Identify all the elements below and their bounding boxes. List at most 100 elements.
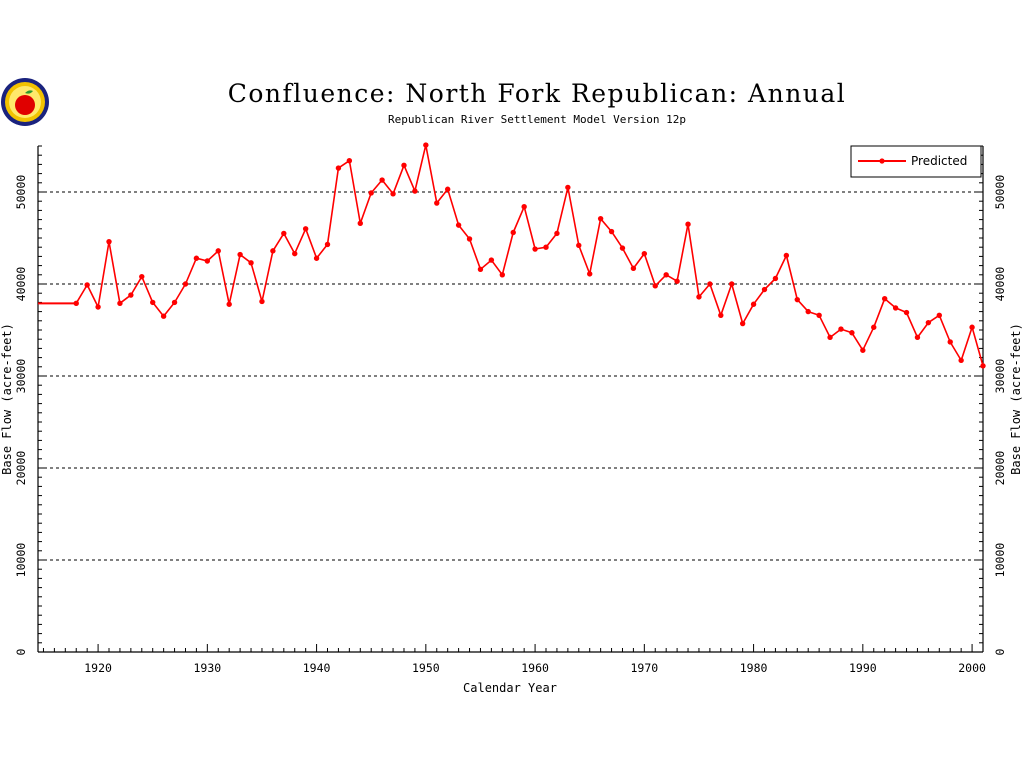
- data-point: [849, 330, 855, 336]
- data-point: [84, 282, 90, 288]
- data-point: [73, 300, 79, 307]
- x-tick-label: 1920: [84, 661, 112, 675]
- data-point: [106, 238, 112, 245]
- data-point: [696, 294, 702, 300]
- data-point: [226, 301, 232, 307]
- data-point: [729, 281, 735, 287]
- y-tick-label: 50000: [993, 175, 1007, 210]
- data-point: [182, 281, 189, 287]
- y-tick-labels-right: 0 10000 20000 30000 40000 50000: [993, 175, 1007, 656]
- data-point: [521, 204, 527, 210]
- data-point: [423, 142, 429, 148]
- data-point: [390, 191, 396, 197]
- data-point: [674, 278, 680, 284]
- data-point: [160, 313, 167, 319]
- data-point: [128, 292, 134, 298]
- minor-ticks: [38, 145, 984, 653]
- data-point: [248, 260, 254, 266]
- data-point: [761, 286, 768, 293]
- data-point: [499, 272, 506, 278]
- data-point: [357, 220, 363, 226]
- x-tick-label: 1940: [303, 661, 331, 675]
- data-point: [368, 190, 374, 196]
- data-point: [543, 244, 549, 250]
- data-point: [193, 255, 200, 261]
- data-point: [597, 215, 604, 222]
- data-point: [466, 236, 473, 242]
- y-tick-label: 20000: [14, 451, 28, 486]
- data-point: [816, 312, 822, 318]
- data-point: [980, 363, 986, 369]
- data-point: [444, 186, 451, 192]
- y-tick-label: 10000: [14, 543, 28, 578]
- data-point: [914, 334, 921, 341]
- apple-logo-icon: [1, 78, 49, 126]
- data-point: [281, 230, 287, 237]
- data-point: [215, 248, 221, 254]
- y-tick-label: 50000: [14, 175, 28, 210]
- data-point: [630, 265, 637, 272]
- legend-box: [850, 145, 982, 178]
- data-point: [139, 273, 145, 280]
- x-tick-label: 1980: [740, 661, 768, 675]
- data-point: [565, 184, 571, 191]
- data-point: [510, 229, 516, 236]
- data-point: [587, 271, 593, 277]
- data-point: [707, 281, 713, 287]
- y-axis-label-left: Base Flow (acre-feet): [0, 323, 14, 475]
- data-point: [313, 255, 320, 261]
- data-point: [772, 275, 779, 282]
- data-point: [346, 158, 353, 164]
- data-point: [554, 230, 560, 237]
- x-tick-label: 1960: [521, 661, 549, 675]
- data-point: [576, 242, 582, 249]
- data-point: [739, 320, 746, 327]
- data-point: [958, 357, 964, 364]
- y-tick-label: 0: [993, 648, 1007, 655]
- y-tick-label: 10000: [993, 543, 1007, 578]
- data-point: [455, 222, 462, 228]
- x-tick-labels: 1920 1930 1940 1950 1960 1970 1980 1990 2000: [84, 661, 986, 675]
- data-point: [302, 226, 309, 232]
- y-tick-label: 20000: [993, 451, 1007, 486]
- legend-label-predicted: Predicted: [911, 154, 967, 168]
- x-tick-label: 1930: [193, 661, 221, 675]
- data-point: [783, 252, 790, 259]
- data-point: [718, 312, 724, 318]
- y-tick-label: 30000: [14, 359, 28, 394]
- x-tick-label: 1950: [412, 661, 440, 675]
- data-point: [434, 200, 440, 206]
- data-point: [324, 241, 331, 248]
- data-point: [259, 298, 265, 305]
- legend: Predicted: [850, 145, 982, 178]
- data-point: [838, 326, 844, 332]
- data-point: [237, 251, 243, 258]
- data-point: [750, 301, 757, 307]
- data-point: [903, 309, 910, 316]
- data-point: [292, 250, 298, 257]
- data-point: [969, 324, 975, 330]
- data-point: [204, 258, 211, 264]
- data-point: [608, 228, 615, 235]
- grid-lines: [38, 191, 983, 561]
- chart-subtitle: Republican River Settlement Model Versio…: [388, 113, 686, 126]
- y-axis-label-right: Base Flow (acre-feet): [1009, 323, 1023, 475]
- plot-frame: [37, 146, 984, 653]
- x-tick-label: 2000: [958, 661, 986, 675]
- data-point: [794, 296, 800, 303]
- data-point: [685, 221, 691, 227]
- data-point: [871, 324, 877, 330]
- data-point: [488, 257, 495, 263]
- data-point: [827, 334, 833, 341]
- y-tick-labels-left: 0 10000 20000 30000 40000 50000: [14, 175, 28, 656]
- y-tick-label: 0: [14, 648, 28, 655]
- data-point: [881, 296, 888, 302]
- data-point: [947, 339, 953, 345]
- y-tick-label: 40000: [993, 267, 1007, 302]
- data-point: [619, 245, 626, 251]
- x-axis-label: Calendar Year: [463, 681, 557, 695]
- data-point: [379, 177, 385, 183]
- data-point: [117, 300, 123, 307]
- chart-title: Confluence: North Fork Republican: Annua…: [228, 79, 847, 108]
